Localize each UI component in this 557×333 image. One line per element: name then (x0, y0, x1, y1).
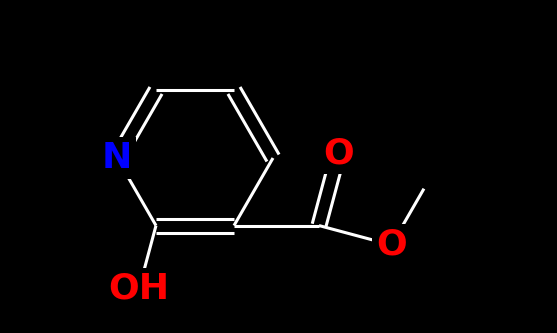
Text: O: O (376, 228, 407, 262)
Text: O: O (323, 136, 354, 170)
Text: OH: OH (109, 271, 170, 305)
Text: N: N (102, 141, 132, 175)
